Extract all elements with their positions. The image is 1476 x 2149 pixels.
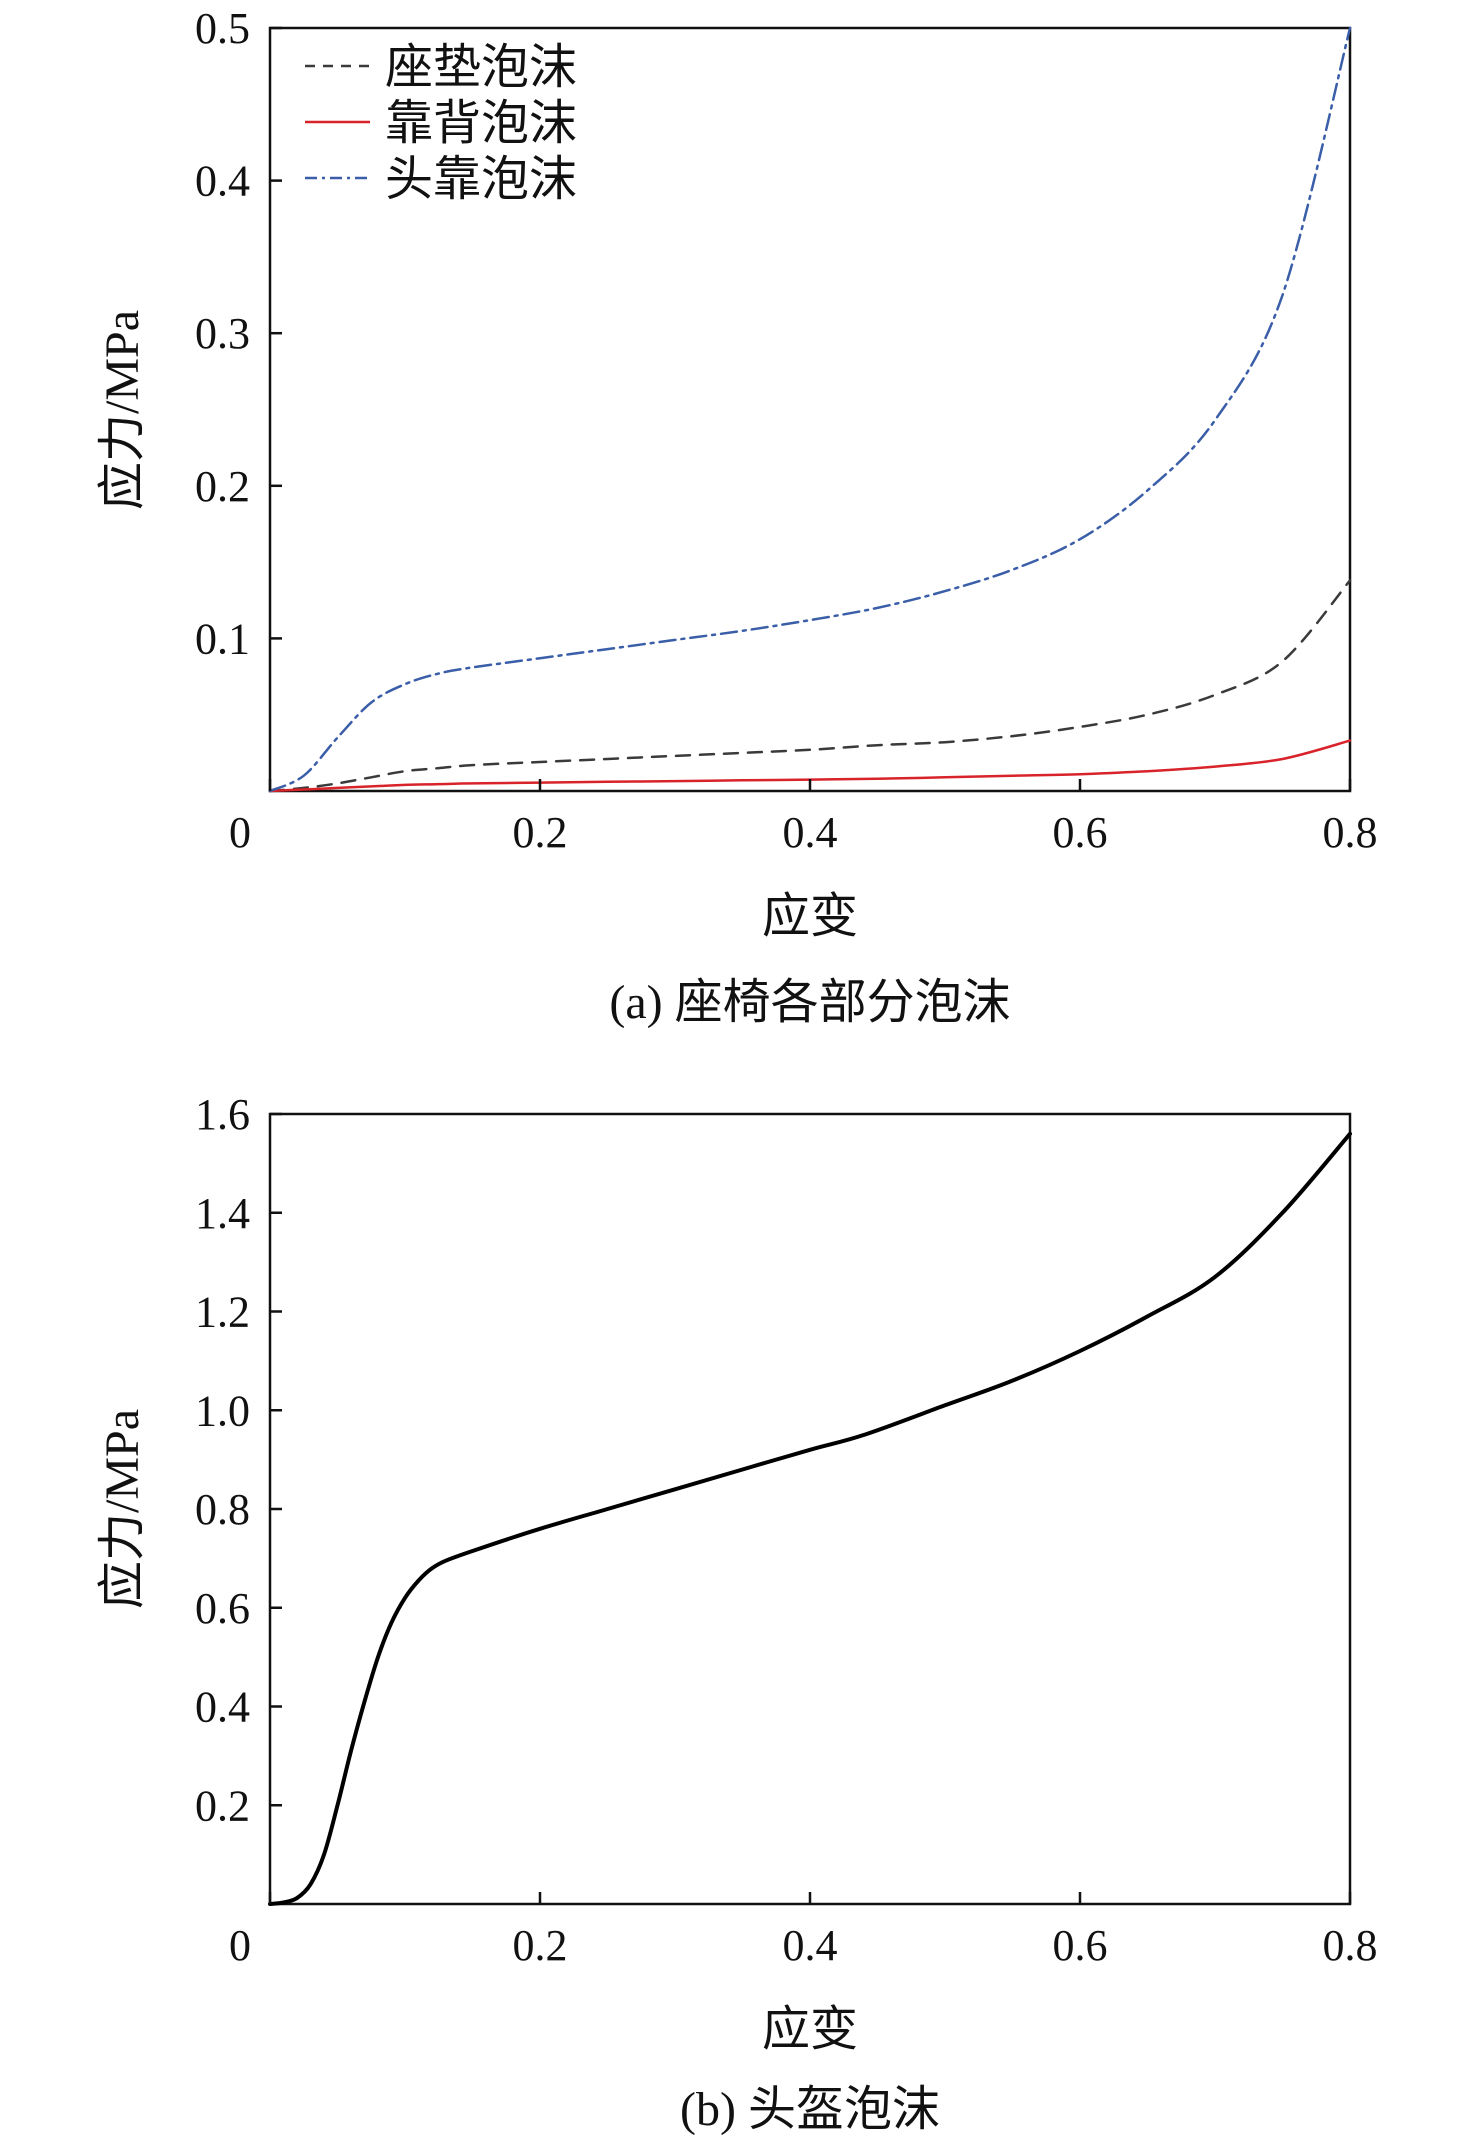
panel-b-y-tick-label: 0.4 <box>195 1683 250 1732</box>
panel-b-y-tick-label: 1.0 <box>195 1386 250 1435</box>
panel-a-y-tick-label: 0.2 <box>195 462 250 511</box>
panel-a-y-tick-label: 0.4 <box>195 157 250 206</box>
panel-b-y-axis-label: 应力/MPa <box>96 1409 149 1609</box>
panel-b-x-ticks: 0 0.2 0.4 0.6 0.8 <box>229 1892 1378 1970</box>
panel-b-y-tick-label: 0.2 <box>195 1781 250 1830</box>
panel-a-chart: 0 0.2 0.4 0.6 0.8 0.10.20.30.40.5 应变 应力/MPa … <box>96 4 1378 1029</box>
panel-b-x-tick-label: 0.8 <box>1323 1921 1378 1970</box>
legend-label: 靠背泡沫 <box>385 97 577 150</box>
panel-a-x-tick-label: 0.6 <box>1053 808 1108 857</box>
panel-b-y-tick-label: 0.8 <box>195 1485 250 1534</box>
panel-b-x-tick-label: 0 <box>229 1921 251 1970</box>
panel-b-chart: 0 0.2 0.4 0.6 0.8 0.2 0.4 0.6 0.8 1.0 1.2 1.4 1.6 应… <box>96 1090 1378 2136</box>
legend-label: 头靠泡沫 <box>385 153 577 206</box>
panel-a-x-tick-label: 0.2 <box>513 808 568 857</box>
panel-a-y-ticks: 0.1 0.2 0.3 0.4 0.5 <box>195 4 282 663</box>
panel-b-y-tick-label: 0.6 <box>195 1584 250 1633</box>
panel-a-y-tick-label: 0.3 <box>195 309 250 358</box>
panel-b-series-line-0 <box>268 1131 1352 1906</box>
panel-a-caption: (a) 座椅各部分泡沫 <box>609 976 1010 1029</box>
panel-b-y-tick-label: 1.6 <box>195 1090 250 1139</box>
legend-label: 座垫泡沫 <box>385 41 577 94</box>
panel-b-plot-frame <box>268 1112 1352 1906</box>
panel-a-series-line-1 <box>268 739 1352 793</box>
panel-a-x-tick-label: 0.8 <box>1323 808 1378 857</box>
panel-a-x-tick-label: 0 <box>229 808 251 857</box>
panel-a-x-tick-label: 0.4 <box>783 808 838 857</box>
panel-a-series-line-2 <box>268 26 1352 793</box>
panel-a-series-layer <box>268 26 1352 793</box>
panel-b-x-tick-label: 0.4 <box>783 1921 838 1970</box>
panel-b-x-tick-label: 0.2 <box>513 1921 568 1970</box>
panel-a-x-ticks: 0 0.2 0.4 0.6 0.8 <box>229 779 1378 857</box>
panel-b-x-axis-label: 应变 <box>762 2003 858 2056</box>
panel-b-caption: (b) 头盔泡沫 <box>680 2083 940 2136</box>
panel-b-y-ticks: 0.2 0.4 0.6 0.8 1.0 1.2 1.4 1.6 <box>195 1090 282 1830</box>
panel-a-y-tick-label: 0.1 <box>195 614 250 663</box>
panel-a-series-line-0 <box>268 579 1352 793</box>
panel-b-x-tick-label: 0.6 <box>1053 1921 1108 1970</box>
panel-a-y-axis-label: 应力/MPa <box>96 310 149 510</box>
panel-a-x-axis-label: 应变 <box>762 890 858 943</box>
panel-b-y-tick-label: 1.2 <box>195 1288 250 1337</box>
panel-b-y-tick-label: 1.4 <box>195 1189 250 1238</box>
panel-b-series-layer <box>268 1131 1352 1906</box>
panel-a-y-tick-label: 0.5 <box>195 4 250 53</box>
